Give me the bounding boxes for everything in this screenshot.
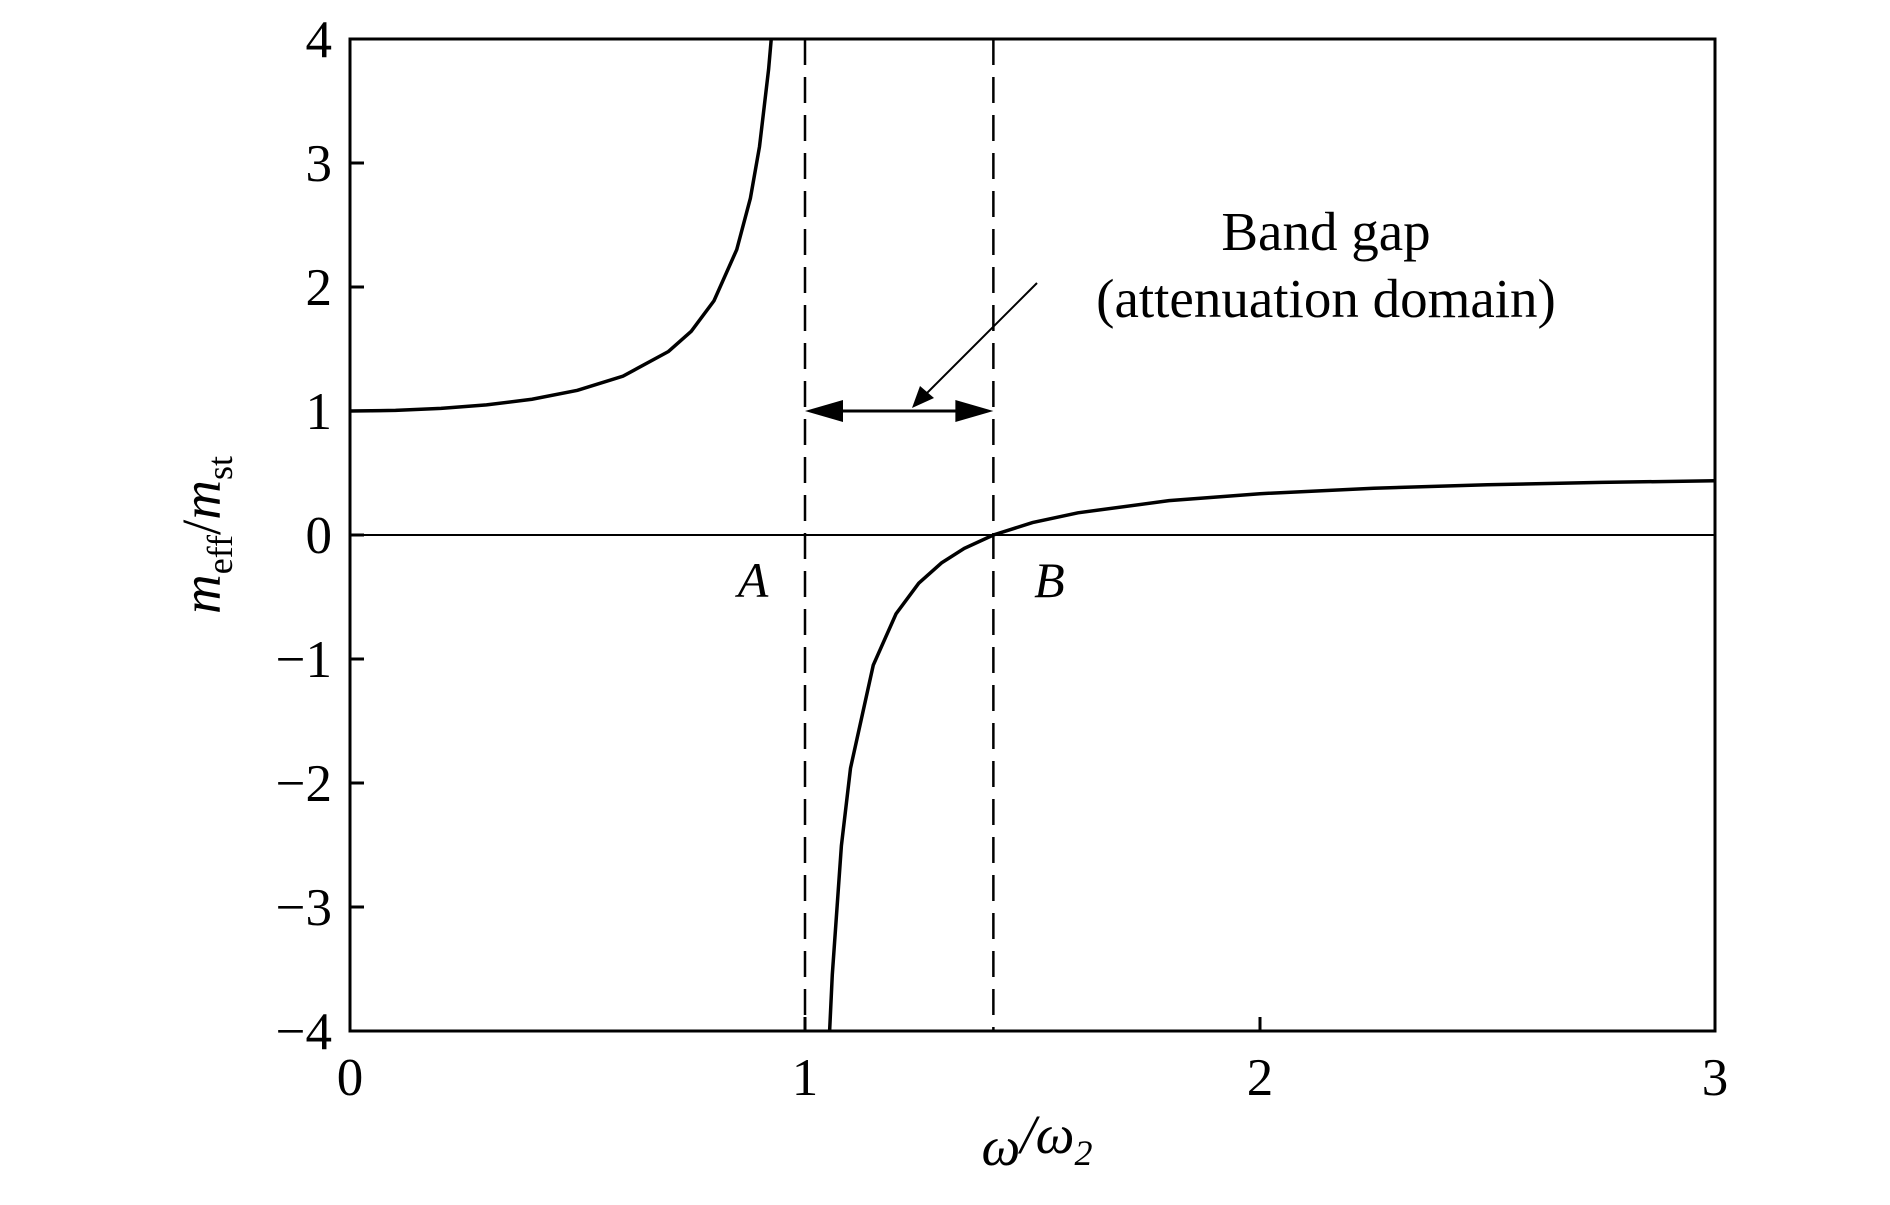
y-tick-label: −4 <box>276 1003 332 1061</box>
x-tick-label: 2 <box>1247 1049 1274 1107</box>
x-tick-label: 3 <box>1702 1049 1729 1107</box>
y-tick-label: 2 <box>306 259 333 317</box>
x-tick-label: 0 <box>337 1049 364 1107</box>
label-part: ω <box>982 1116 1021 1177</box>
point-label: A <box>735 552 769 608</box>
annotation-line: (attenuation domain) <box>1096 268 1556 329</box>
annotation-leader <box>915 282 1038 405</box>
x-axis-label: ω/ω2 <box>982 1104 1093 1177</box>
y-tick-label: 4 <box>306 11 333 69</box>
label-part: ω <box>1036 1104 1075 1165</box>
label-part: m <box>171 574 232 614</box>
y-tick-label: 1 <box>306 383 333 441</box>
point-label: B <box>1034 552 1065 608</box>
y-tick-label: 3 <box>306 135 333 193</box>
annotation-arrowhead <box>912 386 934 408</box>
line-series <box>350 39 1715 1031</box>
y-tick-label: 0 <box>306 507 333 565</box>
arrowhead <box>955 400 994 422</box>
y-axis-label: meff/mst <box>171 456 240 614</box>
arrowhead <box>805 400 843 422</box>
label-part: eff <box>200 535 240 574</box>
y-tick-label: −1 <box>276 631 332 689</box>
label-part: st <box>200 456 240 480</box>
label-part: m <box>171 480 232 520</box>
label-part: 2 <box>1074 1133 1092 1173</box>
label-part: / <box>171 519 232 535</box>
x-tick-label: 1 <box>792 1049 819 1107</box>
y-tick-label: −3 <box>276 879 332 937</box>
y-tick-label: −2 <box>276 755 332 813</box>
label-part: / <box>1017 1104 1040 1165</box>
annotation-line: Band gap <box>1221 201 1430 262</box>
